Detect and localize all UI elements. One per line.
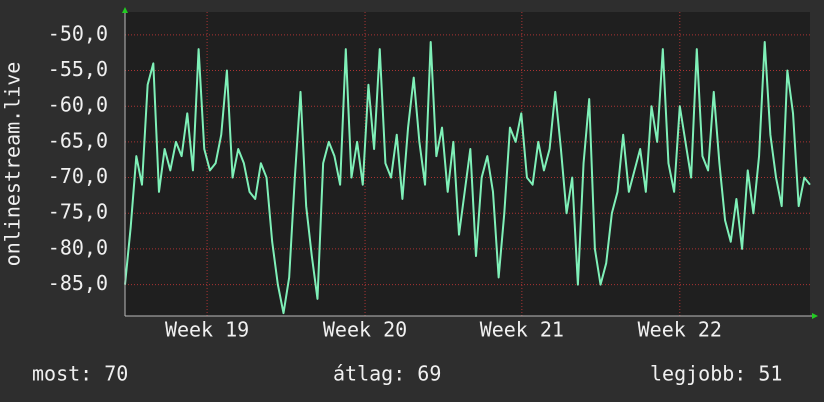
y-tick-label: -55,0 <box>48 57 108 81</box>
y-tick-label: -70,0 <box>48 164 108 188</box>
y-tick-label: -75,0 <box>48 200 108 224</box>
y-tick-label: -50,0 <box>48 21 108 45</box>
x-arrow <box>812 313 818 319</box>
x-tick-label: Week 22 <box>638 318 722 342</box>
x-tick-label: Week 20 <box>323 318 407 342</box>
footer-average: átlag: 69 <box>333 362 441 386</box>
y-tick-label: -85,0 <box>48 271 108 295</box>
y-tick-label: -60,0 <box>48 93 108 117</box>
x-tick-label: Week 19 <box>165 318 249 342</box>
data-line <box>124 40 811 315</box>
y-tick-label: -65,0 <box>48 128 108 152</box>
footer-current: most: 70 <box>32 362 128 386</box>
x-tick-label: Week 21 <box>480 318 564 342</box>
y-arrow <box>122 7 128 13</box>
y-tick-label: -80,0 <box>48 235 108 259</box>
y-axis-label: onlinestream.live <box>1 62 25 267</box>
footer-best: legjobb: 51 <box>650 362 782 386</box>
